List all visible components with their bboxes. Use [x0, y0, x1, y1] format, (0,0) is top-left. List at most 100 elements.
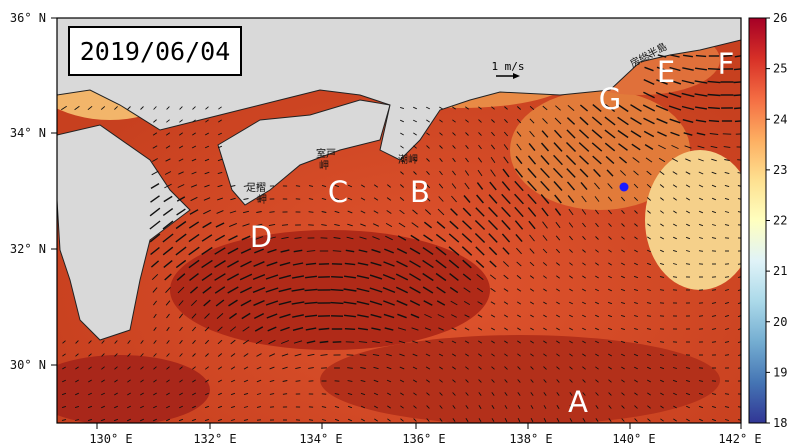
- flow-arrow: [633, 315, 639, 317]
- flow-arrow: [491, 106, 495, 110]
- flow-arrow: [569, 288, 573, 292]
- flow-arrow: [527, 207, 537, 217]
- flow-arrow: [657, 131, 667, 137]
- flow-arrow: [634, 392, 638, 396]
- flow-arrow: [568, 301, 574, 305]
- flow-arrow: [488, 206, 498, 218]
- flow-arrow: [373, 366, 379, 370]
- flow-arrow: [373, 184, 379, 188]
- flow-arrow: [618, 143, 628, 151]
- flow-arrow: [660, 223, 664, 227]
- colorbar-tick-label: 20: [773, 315, 787, 329]
- flow-arrow: [217, 366, 223, 370]
- flow-arrow: [646, 170, 652, 176]
- flow-arrow: [282, 393, 288, 395]
- flow-arrow: [491, 366, 495, 370]
- flow-arrow: [101, 405, 105, 409]
- flow-arrow: [643, 91, 655, 99]
- flow-arrow: [529, 248, 535, 254]
- flow-arrow: [201, 234, 213, 242]
- flow-arrow: [114, 392, 118, 396]
- flow-arrow: [530, 405, 534, 409]
- flow-arrow: [449, 220, 459, 230]
- flow-arrow: [360, 367, 366, 369]
- flow-arrow: [439, 405, 443, 409]
- flow-arrow: [569, 249, 573, 253]
- flow-arrow: [396, 260, 408, 268]
- flow-arrow: [489, 260, 497, 268]
- flow-arrow: [252, 286, 266, 294]
- flow-arrow: [697, 145, 705, 149]
- flow-arrow: [398, 222, 406, 228]
- flow-arrow: [255, 339, 263, 345]
- flow-arrow: [556, 275, 560, 279]
- flow-arrow: [87, 418, 93, 422]
- flow-arrow: [162, 208, 174, 216]
- flow-arrow: [204, 171, 210, 175]
- flow-arrow: [356, 275, 370, 279]
- flow-arrow: [478, 418, 482, 422]
- flow-arrow: [504, 417, 508, 423]
- flow-arrow: [412, 196, 418, 202]
- flow-arrow: [554, 194, 562, 204]
- flow-arrow: [711, 302, 717, 304]
- flow-arrow: [439, 145, 443, 149]
- flow-arrow: [540, 180, 550, 192]
- flow-arrow: [282, 366, 288, 370]
- flow-arrow: [604, 129, 616, 139]
- flow-arrow: [241, 235, 251, 241]
- flow-arrow: [608, 223, 612, 227]
- flow-arrow: [607, 327, 613, 331]
- flow-arrow: [268, 236, 276, 240]
- flow-arrow: [400, 405, 404, 409]
- flow-arrow: [490, 301, 496, 305]
- flow-arrow: [189, 286, 199, 294]
- flow-arrow: [203, 209, 211, 215]
- flow-arrow: [594, 182, 600, 190]
- flow-arrow: [178, 171, 184, 175]
- flow-arrow: [413, 145, 417, 149]
- flow-arrow: [489, 274, 497, 280]
- flow-arrow: [647, 197, 651, 201]
- flow-arrow: [478, 353, 482, 357]
- flow-arrow: [478, 132, 482, 136]
- flow-arrow: [230, 353, 236, 357]
- flow-arrow: [162, 233, 174, 243]
- flow-arrow: [438, 196, 444, 202]
- flow-arrow: [543, 275, 547, 279]
- flow-arrow: [439, 379, 443, 383]
- lat-tick-36: 36° N: [10, 11, 46, 25]
- flow-arrow: [279, 261, 291, 267]
- flow-arrow: [737, 328, 741, 331]
- flow-arrow: [165, 145, 171, 149]
- flow-arrow: [504, 353, 508, 357]
- flow-arrow: [543, 340, 547, 344]
- flow-arrow: [724, 197, 730, 201]
- flow-arrow: [592, 104, 602, 112]
- flow-arrow: [192, 132, 196, 136]
- flow-arrow: [621, 236, 625, 240]
- flow-arrow: [292, 262, 304, 266]
- flow-arrow: [192, 106, 196, 110]
- flow-arrow: [517, 366, 521, 370]
- flow-arrow: [166, 392, 170, 396]
- flow-arrow: [229, 326, 237, 332]
- flow-arrow: [278, 300, 292, 306]
- flow-arrow: [360, 405, 366, 409]
- flow-arrow: [465, 418, 469, 422]
- flow-arrow: [269, 393, 275, 395]
- flow-arrow: [308, 198, 314, 200]
- flow-arrow: [204, 339, 210, 345]
- flow-arrow: [632, 157, 640, 163]
- flow-arrow: [243, 185, 249, 187]
- flow-arrow: [399, 353, 405, 357]
- flow-arrow: [529, 118, 535, 124]
- flow-arrow: [217, 184, 223, 188]
- flow-arrow: [659, 354, 665, 356]
- flow-arrow: [204, 392, 210, 396]
- flow-arrow: [556, 301, 560, 305]
- flow-arrow: [711, 341, 717, 343]
- flow-arrow: [127, 392, 131, 396]
- flow-arrow: [140, 366, 144, 370]
- flow-arrow: [243, 353, 249, 357]
